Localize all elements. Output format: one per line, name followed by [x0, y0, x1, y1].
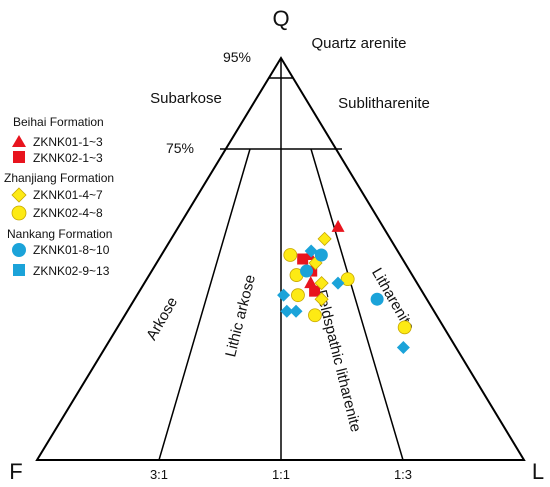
field-label-lithic-arkose: Lithic arkose	[222, 273, 259, 359]
data-point-circle	[397, 320, 412, 335]
legend-marker-yellow-diamond	[11, 187, 27, 203]
data-point-diamond	[304, 244, 318, 258]
data-point-triangle	[331, 219, 345, 232]
base-ratio-1-3: 1:3	[394, 467, 412, 482]
data-point-diamond	[317, 231, 332, 246]
apex-label-f: F	[9, 459, 22, 484]
data-point-triangle	[304, 276, 318, 289]
divider-3-1	[158, 148, 251, 461]
legend-marker-red-square	[13, 151, 25, 163]
legend-marker-red-triangle	[12, 135, 26, 147]
legend-group-title: Nankang Formation	[7, 227, 112, 241]
field-label-feldspathic-litharenite: Feldspathic litharenite	[312, 288, 364, 434]
legend-marker-blue-square	[13, 264, 25, 276]
data-points	[277, 219, 412, 354]
legend-item-label: ZKNK02-1~3	[33, 151, 103, 165]
legend-item-label: ZKNK02-9~13	[33, 264, 110, 278]
legend: Beihai Formation ZKNK01-1~3 ZKNK02-1~3 Z…	[4, 115, 114, 278]
data-point-diamond	[277, 288, 291, 302]
field-label-quartz-arenite: Quartz arenite	[311, 35, 406, 52]
level-label-95: 95%	[223, 49, 251, 65]
data-point-diamond	[314, 276, 329, 291]
apex-label-q: Q	[272, 6, 289, 31]
data-point-diamond	[289, 304, 303, 318]
data-point-circle	[314, 248, 328, 262]
field-label-sublitharenite: Sublitharenite	[338, 95, 430, 112]
data-point-circle	[283, 248, 298, 262]
legend-group-title: Zhanjiang Formation	[4, 171, 114, 185]
data-point-square	[297, 253, 309, 265]
data-point-diamond	[331, 276, 345, 290]
legend-item-label: ZKNK02-4~8	[33, 206, 103, 220]
legend-marker-blue-circle	[12, 243, 26, 257]
base-ratio-1-1: 1:1	[272, 467, 290, 482]
legend-group-title: Beihai Formation	[13, 115, 104, 129]
data-point-circle	[308, 308, 322, 323]
data-point-diamond	[280, 304, 294, 318]
field-label-arkose: Arkose	[143, 294, 181, 343]
data-point-diamond	[314, 292, 329, 307]
level-label-75: 75%	[166, 140, 194, 156]
divider-1-3	[310, 148, 404, 461]
legend-item-label: ZKNK01-8~10	[33, 243, 110, 257]
data-point-circle	[300, 264, 314, 278]
data-point-diamond	[396, 340, 410, 354]
legend-item-label: ZKNK01-1~3	[33, 135, 103, 149]
apex-label-l: L	[532, 459, 544, 484]
base-ratio-3-1: 3:1	[150, 467, 168, 482]
data-point-square	[309, 285, 321, 297]
legend-item-label: ZKNK01-4~7	[33, 188, 103, 202]
data-point-circle	[340, 272, 355, 287]
field-label-subarkose: Subarkose	[150, 90, 222, 107]
data-point-circle	[291, 288, 305, 303]
legend-marker-yellow-circle	[11, 205, 27, 221]
data-point-circle	[370, 292, 384, 306]
